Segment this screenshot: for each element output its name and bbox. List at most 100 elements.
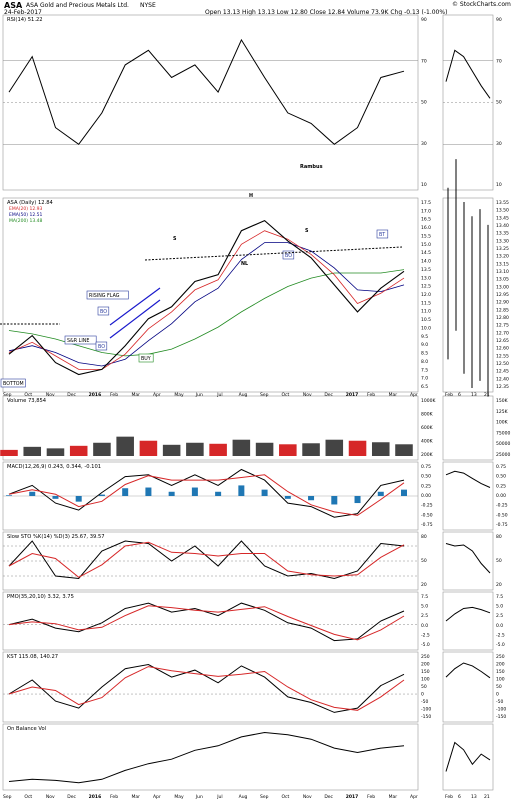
price-side-tick: 13.25 bbox=[496, 246, 509, 252]
pmo-tick: -2.5 bbox=[421, 632, 430, 638]
macd-tick: 0.50 bbox=[421, 474, 431, 480]
price-tick: 6.5 bbox=[421, 384, 428, 390]
volume-label: Volume 73,854 bbox=[7, 398, 47, 404]
sto-k-line bbox=[8, 540, 405, 580]
macd-hist-bar bbox=[6, 495, 12, 496]
annotation-box-bt bbox=[376, 229, 389, 239]
pmo-signal-line bbox=[8, 605, 405, 641]
price-panel-frame bbox=[2, 197, 419, 393]
kst-tick: -50 bbox=[421, 699, 428, 705]
volume-tick: 800K bbox=[421, 412, 434, 418]
x-tick-price: Jun bbox=[195, 392, 203, 398]
kst-tick: 200 bbox=[421, 662, 430, 668]
macd-hist-bar bbox=[238, 485, 245, 496]
volume-bar bbox=[0, 449, 18, 456]
obv-panel-frame bbox=[2, 723, 419, 791]
macd-signal-line bbox=[8, 474, 405, 516]
sto-tick: 20 bbox=[421, 582, 427, 588]
macd-hist-bar bbox=[168, 491, 175, 496]
price-side-tick: 12.35 bbox=[496, 384, 509, 390]
volume-bar bbox=[348, 440, 367, 456]
pmo-tick: 5.0 bbox=[421, 604, 428, 610]
volume-bar bbox=[395, 444, 413, 456]
volume-bar bbox=[325, 439, 344, 456]
macd-tick: 0.25 bbox=[421, 483, 431, 489]
x-tick-bottom: May bbox=[174, 794, 184, 800]
price-tick: 16.5 bbox=[421, 217, 431, 223]
volume-bar bbox=[139, 440, 158, 456]
macd-tick: -0.50 bbox=[421, 512, 433, 518]
x-tick-bottom: Feb bbox=[110, 794, 118, 800]
ema50-line bbox=[8, 242, 405, 367]
macd-hist-bar bbox=[122, 488, 129, 496]
sto-tick: 50 bbox=[421, 558, 427, 564]
pmo-side-line bbox=[445, 606, 491, 622]
x-tick-side: 6 bbox=[458, 392, 461, 398]
macd-hist-bar bbox=[284, 496, 291, 499]
rsi-side-tick: 10 bbox=[496, 182, 502, 188]
volume-bar bbox=[279, 444, 297, 456]
header-watermark: © StockCharts.com bbox=[452, 1, 511, 8]
price-side-tick: 13.10 bbox=[496, 269, 509, 275]
sto-side-tick: 50 bbox=[496, 558, 502, 564]
kst-signal-line bbox=[8, 666, 405, 711]
pmo-line bbox=[8, 602, 405, 642]
x-tick-price: Mar bbox=[132, 392, 141, 398]
x-tick-bottom: Sep bbox=[260, 794, 269, 800]
price-side-tick: 13.40 bbox=[496, 223, 509, 229]
annotation-s2: S bbox=[305, 228, 309, 234]
kst-tick: -150 bbox=[421, 714, 431, 720]
volume-side-tick: 50000 bbox=[496, 441, 510, 447]
volume-bar bbox=[371, 442, 390, 456]
price-side-tick: 12.50 bbox=[496, 361, 509, 367]
pmo-tick: 2.5 bbox=[421, 613, 428, 619]
sto-d-line bbox=[8, 541, 405, 578]
kst-side-tick: -100 bbox=[496, 707, 506, 713]
header-date: 24-Feb-2017 bbox=[4, 9, 42, 16]
x-tick-side-bottom: 6 bbox=[458, 794, 461, 800]
ma200-line bbox=[8, 269, 405, 357]
price-legend-item: EMA(50) 12.51 bbox=[9, 212, 42, 218]
annotation-buy: BUY bbox=[141, 356, 151, 362]
price-side-tick: 12.60 bbox=[496, 346, 509, 352]
price-tick: 13.0 bbox=[421, 275, 431, 281]
kst-side-tick: 0 bbox=[496, 692, 499, 698]
x-tick-price: Dec bbox=[324, 392, 333, 398]
price-side-tick: 13.20 bbox=[496, 254, 509, 260]
macd-side-tick: 0.25 bbox=[496, 483, 506, 489]
kst-line bbox=[8, 663, 405, 713]
annotation-box-bo3 bbox=[282, 250, 295, 260]
kst-tick: 150 bbox=[421, 669, 430, 675]
sto-side-tick: 80 bbox=[496, 534, 502, 540]
macd-side-tick: -0.50 bbox=[496, 512, 508, 518]
x-tick-price: Dec bbox=[67, 392, 76, 398]
macd-tick: 0.00 bbox=[421, 493, 431, 499]
annotation-nl: NL bbox=[241, 261, 248, 267]
x-tick-bottom: Apr bbox=[410, 794, 418, 800]
x-tick-price: Nov bbox=[303, 392, 312, 398]
header-name: ASA Gold and Precious Metals Ltd. bbox=[26, 2, 129, 9]
x-tick-bottom: Nov bbox=[46, 794, 55, 800]
x-tick-bottom: Aug bbox=[239, 794, 248, 800]
annotation-bo3: BO bbox=[285, 253, 292, 259]
rsi-line bbox=[8, 38, 405, 145]
rsi-side-tick: 90 bbox=[496, 17, 502, 23]
macd-tick: -0.25 bbox=[421, 503, 433, 509]
price-side-tick: 12.85 bbox=[496, 307, 509, 313]
annotation-bo1: BO bbox=[100, 309, 107, 315]
x-tick-bottom: Apr bbox=[153, 794, 161, 800]
kst-side-tick: 100 bbox=[496, 677, 505, 683]
rsi-tick: 70 bbox=[421, 58, 427, 64]
rsi-label: RSI(14) 51.22 bbox=[7, 17, 43, 23]
x-tick-bottom: Dec bbox=[324, 794, 333, 800]
price-side-frame bbox=[442, 197, 494, 393]
pmo-side-frame bbox=[442, 591, 494, 651]
price-tick: 9.5 bbox=[421, 334, 428, 340]
volume-side-tick: 125K bbox=[496, 409, 509, 415]
volume-panel-frame bbox=[2, 395, 419, 461]
pmo-side-tick: 2.5 bbox=[496, 613, 503, 619]
price-side-tick: 13.55 bbox=[496, 200, 509, 206]
price-side-tick: 12.90 bbox=[496, 300, 509, 306]
macd-hist-bar bbox=[191, 487, 198, 496]
pmo-label: PMO(35,20,10) 3.32, 3.75 bbox=[7, 594, 74, 600]
